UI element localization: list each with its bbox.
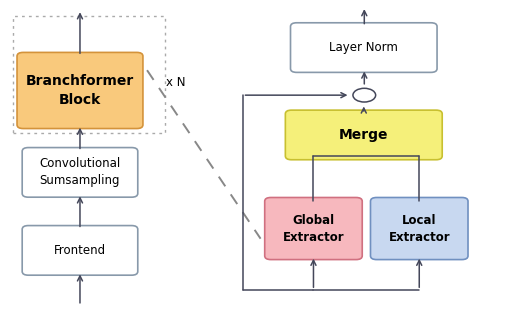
FancyBboxPatch shape	[22, 226, 138, 275]
Text: Local
Extractor: Local Extractor	[389, 213, 450, 244]
FancyBboxPatch shape	[265, 197, 362, 260]
FancyBboxPatch shape	[370, 197, 468, 260]
Text: Layer Norm: Layer Norm	[329, 41, 398, 54]
Circle shape	[353, 88, 376, 102]
Bar	[13, 16, 165, 133]
Text: Convolutional
Sumsampling: Convolutional Sumsampling	[39, 157, 121, 188]
FancyBboxPatch shape	[17, 52, 143, 129]
Text: Merge: Merge	[339, 128, 389, 142]
Text: x N: x N	[166, 76, 186, 89]
FancyBboxPatch shape	[22, 148, 138, 197]
FancyBboxPatch shape	[291, 23, 437, 72]
Text: Branchformer
Block: Branchformer Block	[26, 74, 134, 107]
FancyBboxPatch shape	[285, 110, 442, 160]
Text: Global
Extractor: Global Extractor	[283, 213, 344, 244]
Text: Frontend: Frontend	[54, 244, 106, 257]
